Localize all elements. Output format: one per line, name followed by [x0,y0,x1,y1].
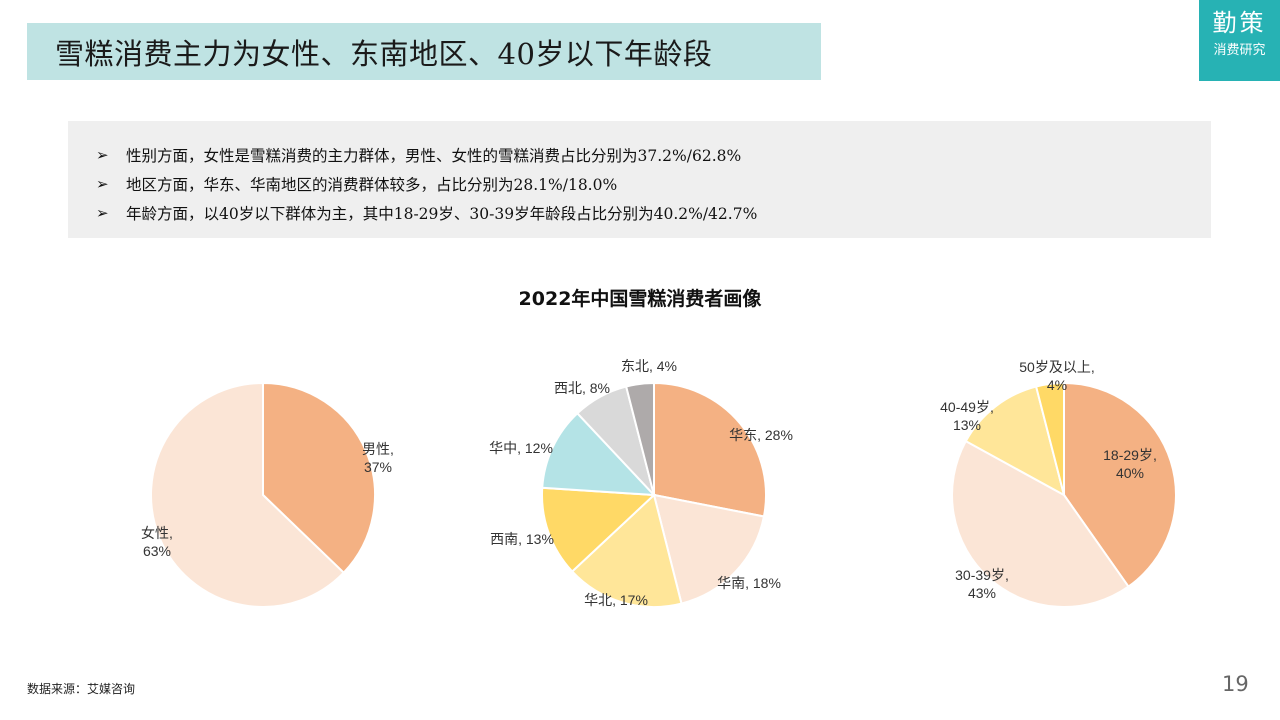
pie-slice [951,439,1130,608]
slice-label: 华北, 17% [584,592,648,608]
pie-slice [964,385,1066,497]
arrow-bullet-icon: ➢ [96,145,109,164]
slice-label: 18-29岁, 40% [1103,447,1157,481]
logo-sub-text: 消费研究 [1213,43,1266,58]
page-title: 雪糕消费主力为女性、东南地区、40岁以下年龄段 [55,36,713,71]
logo-main-text: 勤策 [1212,9,1267,37]
arrow-bullet-icon: ➢ [96,174,109,193]
summary-box: ➢ 性别方面，女性是雪糕消费的主力群体，男性、女性的雪糕消费占比分别为37.2%… [68,121,1211,238]
pie-slice [652,493,766,605]
slice-label: 40-49岁, 13% [940,399,994,433]
slice-label: 东北, 4% [621,358,677,374]
summary-bullet: ➢ 性别方面，女性是雪糕消费的主力群体，男性、女性的雪糕消费占比分别为37.2%… [96,140,1211,169]
pie-slice [653,381,767,518]
slice-label: 30-39岁, 43% [955,567,1009,601]
pie-slice [624,381,655,496]
pie-slice [541,486,657,573]
bullet-text-region: 地区方面，华东、华南地区的消费群体较多，占比分别为28.1%/18.0% [126,175,618,194]
pie-slice [262,381,376,575]
pie-slice [1063,381,1177,588]
pie-slice [1034,381,1065,496]
pie-slice [570,493,683,608]
bullet-text-gender: 性别方面，女性是雪糕消费的主力群体，男性、女性的雪糕消费占比分别为37.2%/6… [126,146,742,165]
slice-label: 50岁及以上, 4% [1019,359,1094,393]
summary-bullet: ➢ 年龄方面，以40岁以下群体为主，其中18-29岁、30-39岁年龄段占比分别… [96,198,1211,227]
pie-slice [541,411,657,497]
page-number: 19 [1222,672,1249,696]
slice-label: 华东, 28% [729,427,793,443]
data-source: 数据来源：艾媒咨询 [27,682,136,696]
summary-bullet: ➢ 地区方面，华东、华南地区的消费群体较多，占比分别为28.1%/18.0% [96,169,1211,198]
title-banner: 雪糕消费主力为女性、东南地区、40岁以下年龄段 [27,23,821,80]
slice-label: 西北, 8% [554,380,610,396]
pie-slice [150,381,346,608]
slice-label: 西南, 13% [490,531,554,547]
slice-label: 华南, 18% [717,575,781,591]
brand-logo: 勤策 消费研究 [1199,0,1280,81]
slice-label: 女性, 63% [141,525,173,559]
arrow-bullet-icon: ➢ [96,203,109,222]
slice-label: 男性, 37% [362,441,394,475]
slice-label: 华中, 12% [489,440,553,456]
bullet-text-age: 年龄方面，以40岁以下群体为主，其中18-29岁、30-39岁年龄段占比分别为4… [126,204,758,223]
chart-title: 2022年中国雪糕消费者画像 [518,288,762,310]
